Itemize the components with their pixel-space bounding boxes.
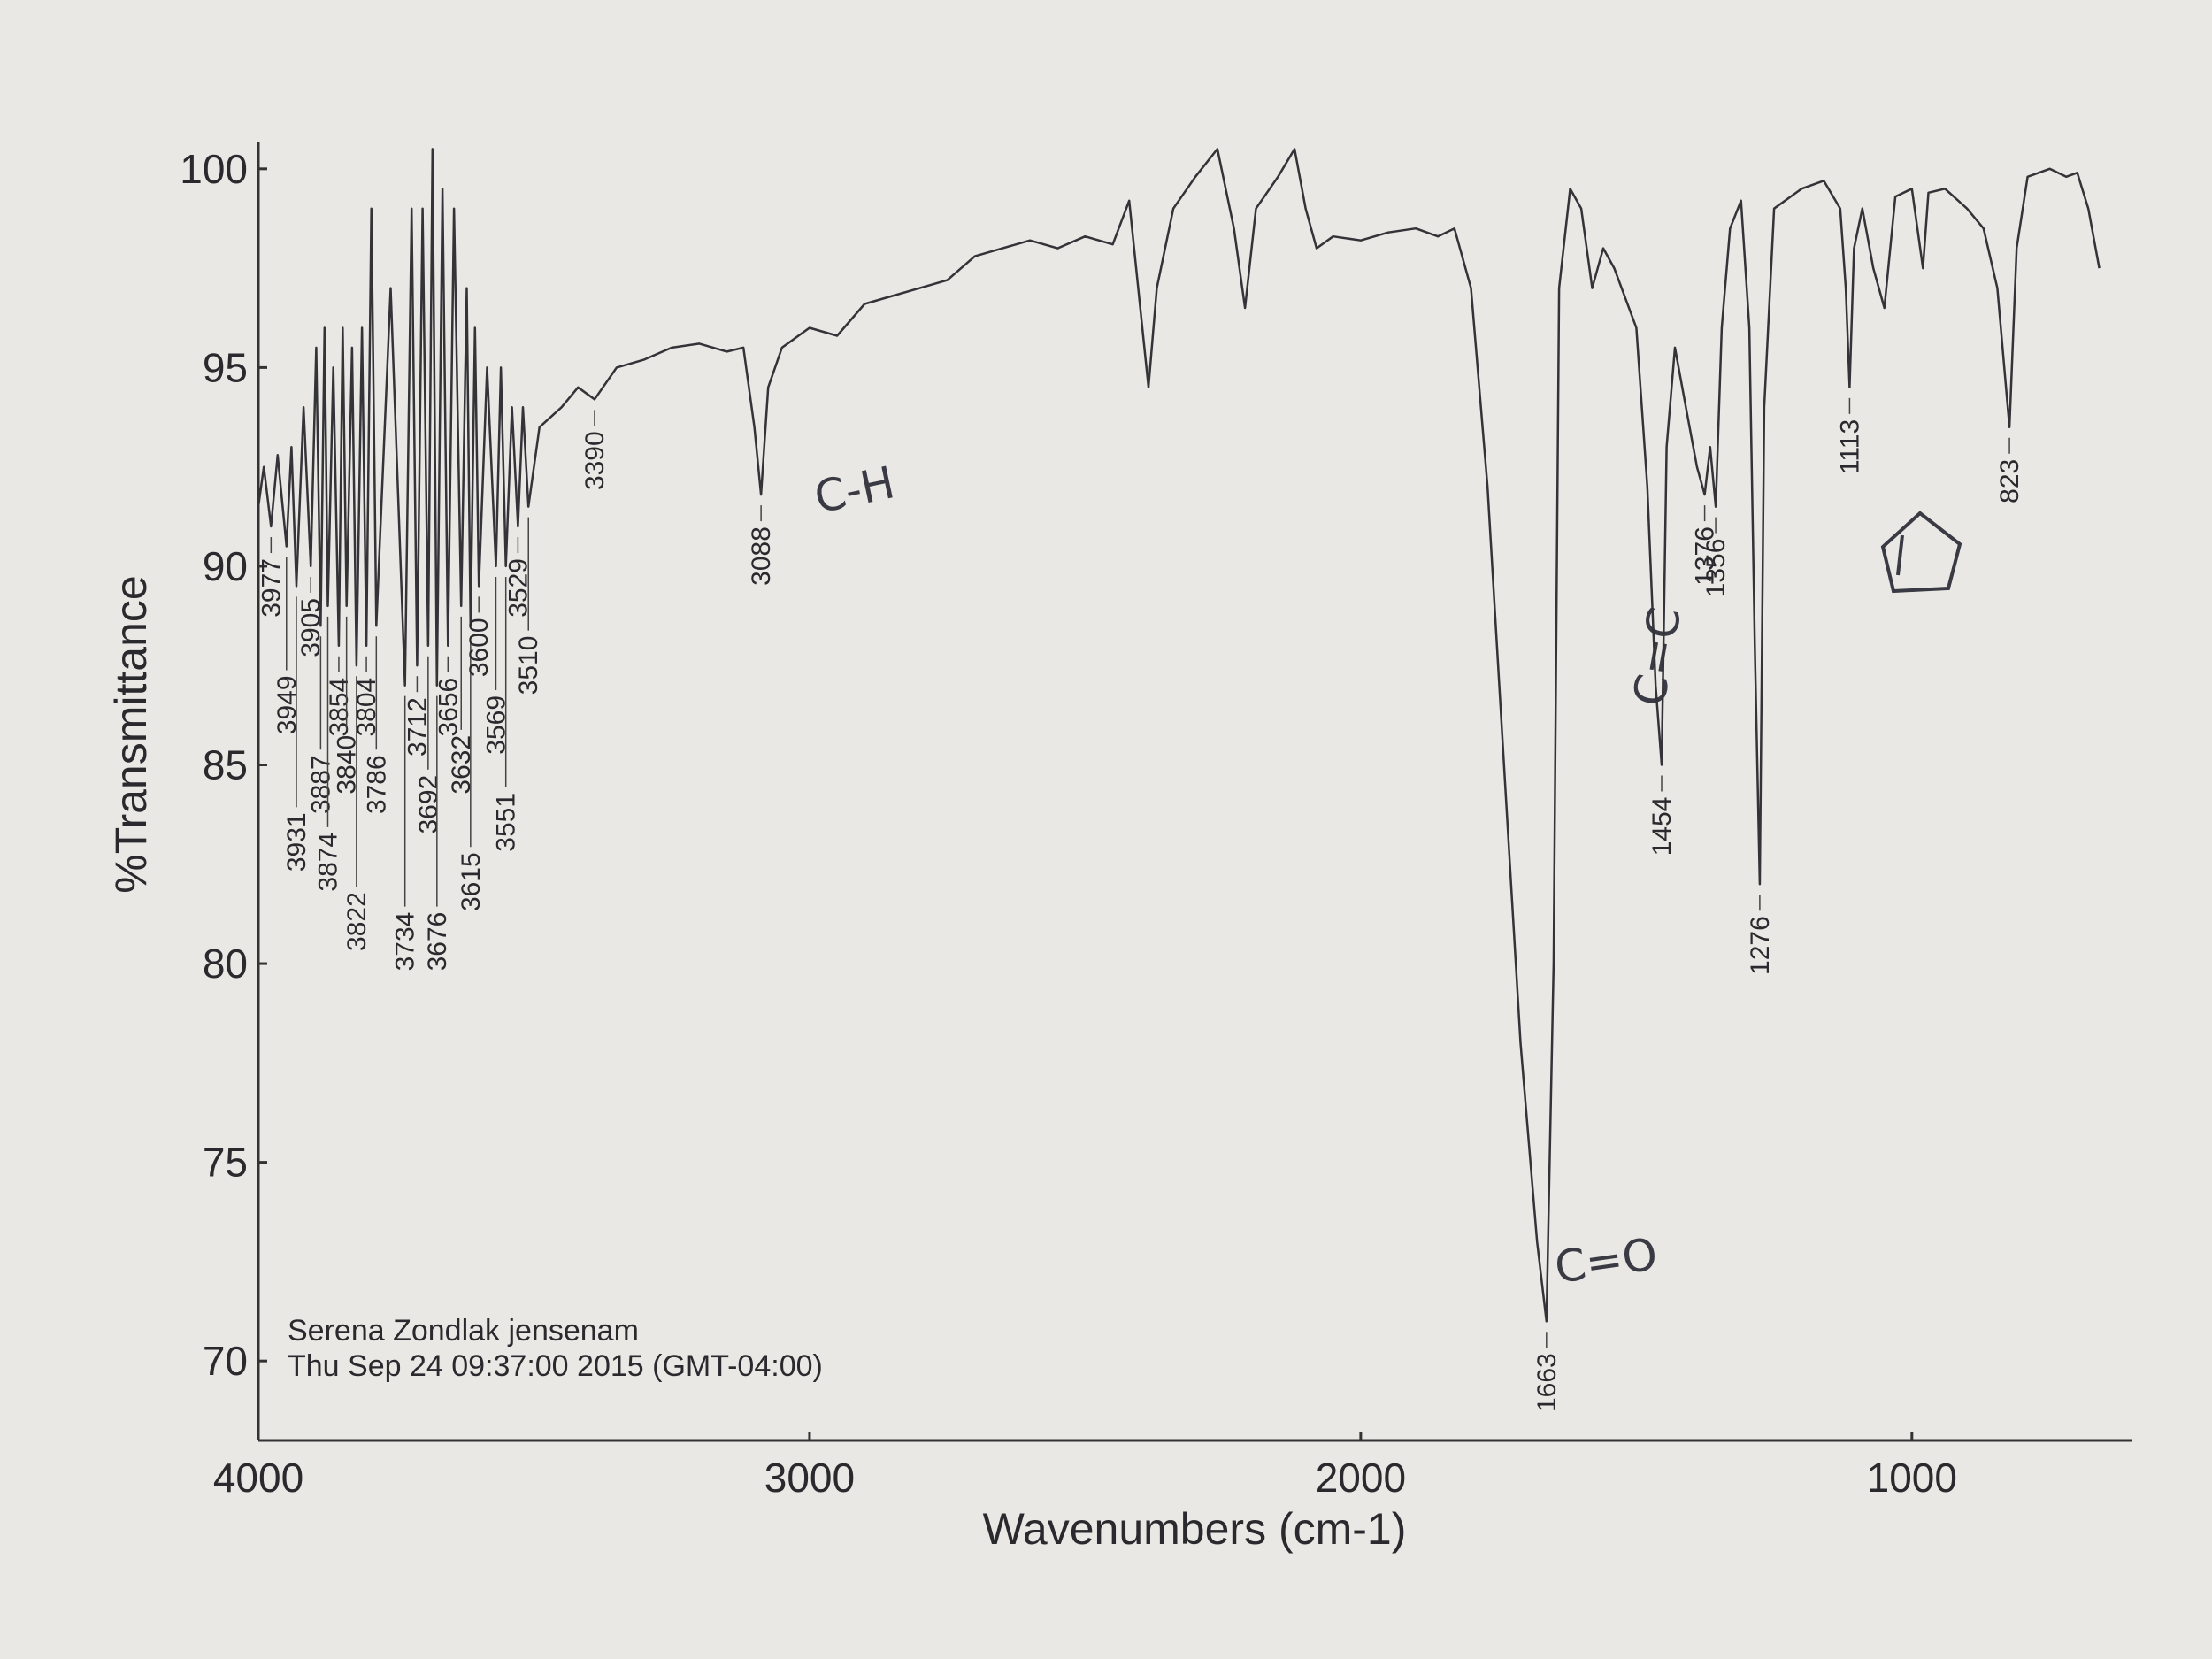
y-tick-label: 85 [203, 742, 248, 788]
peak-label: 3949 [273, 675, 302, 734]
peak-label: 3676 [423, 912, 452, 972]
y-tick-label: 100 [180, 146, 248, 192]
peak-label: 3874 [313, 833, 342, 892]
peak-label: 3887 [306, 755, 335, 814]
spectrum-line [257, 148, 2101, 1323]
footer-line: Thu Sep 24 09:37:00 2015 (GMT-04:00) [288, 1349, 823, 1383]
peak-label: 3854 [325, 678, 354, 737]
peak-label: 3088 [747, 526, 776, 586]
y-tick-label: 75 [203, 1140, 248, 1186]
peak-label: 1356 [1701, 539, 1731, 598]
y-axis-title: %Transmittance [106, 575, 156, 893]
y-tick-label: 80 [203, 941, 248, 987]
peak-label: 1276 [1746, 916, 1775, 975]
x-tick-label: 4000 [213, 1455, 303, 1501]
ring-sketch [1896, 534, 1904, 576]
peak-label: 3510 [514, 636, 543, 695]
peak-label: 3786 [362, 755, 391, 814]
x-axis-title: Wavenumbers (cm-1) [983, 1504, 1407, 1554]
peak-label: 3551 [492, 793, 521, 852]
y-tick-label: 70 [203, 1338, 248, 1384]
footer-line: Serena Zondlak jensenam [288, 1314, 639, 1348]
x-tick-label: 3000 [764, 1455, 855, 1501]
peak-label: 3615 [457, 852, 486, 911]
peak-label: 3804 [352, 678, 381, 737]
peak-label: 3632 [447, 735, 476, 795]
peak-label: 3734 [391, 912, 420, 972]
peak-label: 823 [1995, 459, 2024, 503]
peak-label: 3977 [257, 558, 286, 618]
peak-label: 3840 [333, 735, 362, 795]
peak-label: 3905 [296, 598, 326, 657]
peak-label: 1663 [1532, 1353, 1562, 1412]
peak-label: 3931 [282, 812, 311, 872]
y-tick-label: 90 [203, 543, 248, 589]
peak-label: 1454 [1647, 797, 1677, 856]
peak-label: 3656 [434, 678, 463, 737]
peak-label: 3569 [481, 695, 511, 755]
peak-label: 3712 [403, 697, 432, 757]
ring-sketch [1880, 511, 1962, 594]
peak-label: 3390 [580, 431, 610, 490]
peak-label: 3822 [342, 892, 372, 951]
x-tick-label: 1000 [1867, 1455, 1957, 1501]
peak-label: 3692 [414, 775, 443, 834]
peak-label: 1113 [1835, 419, 1864, 474]
peak-label: 1376 [1691, 526, 1720, 586]
y-tick-label: 95 [203, 344, 248, 390]
peak-label: 3600 [465, 618, 494, 677]
x-tick-label: 2000 [1316, 1455, 1406, 1501]
